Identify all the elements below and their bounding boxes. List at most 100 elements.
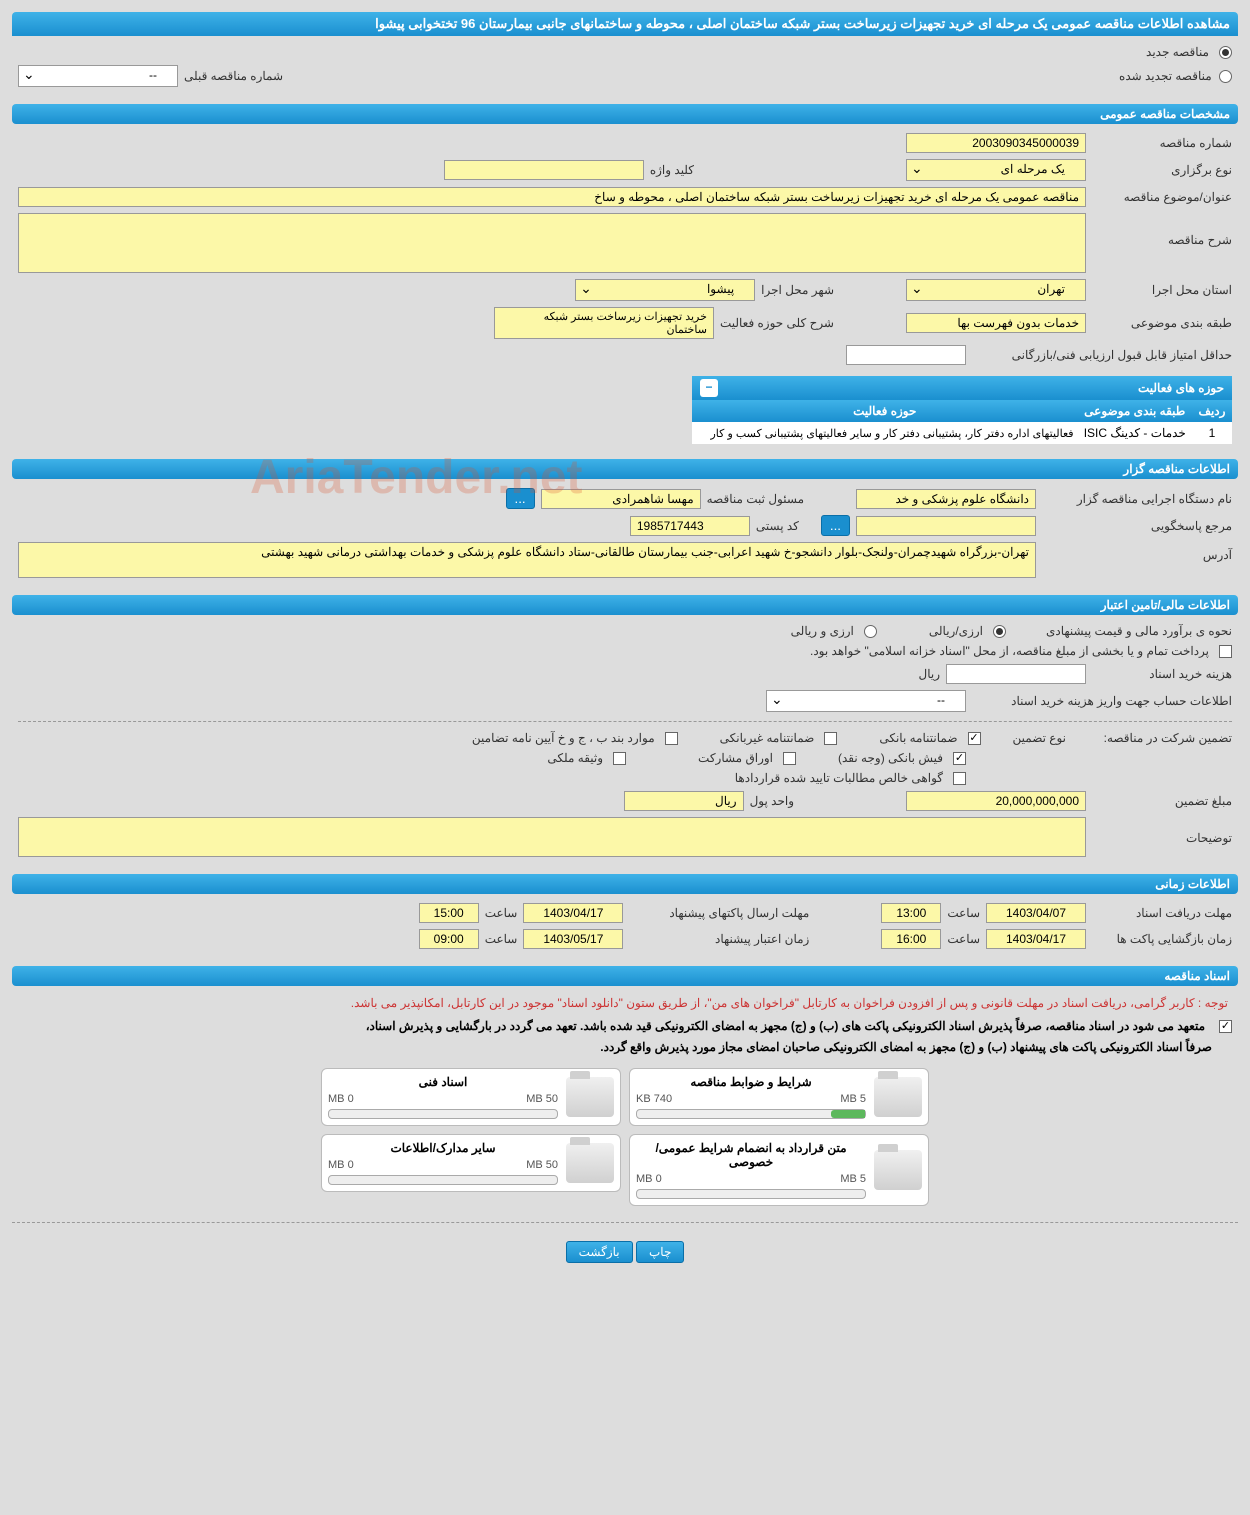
chk-receivables[interactable]: [953, 772, 966, 785]
more-button[interactable]: ...: [506, 488, 535, 509]
label-renewed-tender: مناقصه تجدید شده: [1119, 69, 1212, 83]
label-time4: ساعت: [485, 932, 518, 946]
field-receive-time: 13:00: [881, 903, 941, 923]
field-min-score[interactable]: [846, 345, 966, 365]
back-button[interactable]: بازگشت: [566, 1241, 633, 1263]
radio-new-tender[interactable]: [1219, 46, 1232, 59]
label-currency-unit: واحد پول: [750, 794, 794, 808]
field-doc-cost[interactable]: [946, 664, 1086, 684]
label-currency-opt: ارزی و ریالی: [791, 624, 854, 638]
file-box[interactable]: متن قرارداد به انضمام شرایط عمومی/خصوصی …: [629, 1134, 929, 1206]
activity-panel-title: حوزه های فعالیت: [1138, 381, 1224, 395]
field-address: تهران-بزرگراه شهیدچمران-ولنجک-بلوار دانش…: [18, 542, 1036, 578]
field-validity-time: 09:00: [419, 929, 479, 949]
field-postal: 1985717443: [630, 516, 750, 536]
field-receive-date: 1403/04/07: [986, 903, 1086, 923]
label-rial-suffix: ریال: [918, 667, 940, 681]
label-clauses: موارد بند ب ، ج و خ آیین نامه تضامین: [472, 731, 655, 745]
field-subject[interactable]: مناقصه عمومی یک مرحله ای خرید تجهیزات زی…: [18, 187, 1086, 207]
field-activity-scope: خرید تجهیزات زیرساخت بستر شبکه ساختمان: [494, 307, 714, 339]
section-general: مشخصات مناقصه عمومی: [12, 104, 1238, 124]
label-province: استان محل اجرا: [1092, 283, 1232, 297]
dropdown-province[interactable]: تهران: [906, 279, 1086, 301]
radio-currency[interactable]: [864, 625, 877, 638]
label-rial-opt: ارزی/ریالی: [929, 624, 983, 638]
label-min-score: حداقل امتیاز قابل قبول ارزیابی فنی/بازرگ…: [972, 348, 1232, 362]
file-box[interactable]: اسناد فنی 50 MB0 MB: [321, 1068, 621, 1126]
label-guarantee-type: نوع تضمین: [1013, 731, 1066, 745]
label-agency: نام دستگاه اجرایی مناقصه گزار: [1042, 492, 1232, 506]
dropdown-prev-number[interactable]: --: [18, 65, 178, 87]
file-used: 0 MB: [636, 1173, 662, 1185]
folder-icon: [874, 1150, 922, 1190]
label-new-tender: مناقصه جدید: [1146, 45, 1209, 59]
note-red: توجه : کاربر گرامی، دریافت اسناد در مهلت…: [18, 992, 1232, 1014]
label-tender-number: شماره مناقصه: [1092, 136, 1232, 150]
file-used: 0 MB: [328, 1159, 354, 1171]
field-category: خدمات بدون فهرست بها: [906, 313, 1086, 333]
field-currency-unit: ریال: [624, 791, 744, 811]
file-progress: [328, 1175, 558, 1185]
field-keyword[interactable]: [444, 160, 644, 180]
file-total: 50 MB: [526, 1159, 558, 1171]
activity-table: ردیف طبقه بندی موضوعی حوزه فعالیت 1 خدما…: [692, 400, 1232, 445]
textarea-notes[interactable]: [18, 817, 1086, 857]
chk-clauses[interactable]: [665, 732, 678, 745]
label-postal: کد پستی: [756, 519, 799, 533]
chk-cash[interactable]: [953, 752, 966, 765]
file-box[interactable]: سایر مدارک/اطلاعات 50 MB0 MB: [321, 1134, 621, 1192]
chk-property[interactable]: [613, 752, 626, 765]
label-property: وثیقه ملکی: [547, 751, 603, 765]
label-responder: مرجع پاسخگویی: [1042, 519, 1232, 533]
file-title: شرایط و ضوابط مناقصه: [636, 1075, 866, 1089]
section-docs: اسناد مناقصه: [12, 966, 1238, 986]
label-notes: توضیحات: [1092, 817, 1232, 845]
file-progress: [636, 1189, 866, 1199]
field-responder[interactable]: [856, 516, 1036, 536]
label-validity: زمان اعتبار پیشنهاد: [629, 932, 809, 946]
dropdown-hold-type[interactable]: یک مرحله ای: [906, 159, 1086, 181]
file-total: 5 MB: [840, 1093, 866, 1105]
label-estimate-method: نحوه ی برآورد مالی و قیمت پیشنهادی: [1012, 624, 1232, 638]
responder-more-button[interactable]: ...: [821, 515, 850, 536]
chk-commit[interactable]: [1219, 1020, 1232, 1033]
label-address: آدرس: [1042, 542, 1232, 562]
chk-treasury[interactable]: [1219, 645, 1232, 658]
label-guarantee-amount: مبلغ تضمین: [1092, 794, 1232, 808]
field-submit-time: 15:00: [419, 903, 479, 923]
page-title: مشاهده اطلاعات مناقصه عمومی یک مرحله ای …: [12, 12, 1238, 36]
label-description: شرح مناقصه: [1092, 213, 1232, 247]
folder-icon: [566, 1143, 614, 1183]
radio-rial[interactable]: [993, 625, 1006, 638]
field-validity-date: 1403/05/17: [523, 929, 623, 949]
cell-idx: 1: [1192, 422, 1232, 445]
collapse-button[interactable]: −: [700, 379, 718, 397]
file-box[interactable]: شرایط و ضوابط مناقصه 5 MB740 KB: [629, 1068, 929, 1126]
field-reg-status: مهسا شاهمرادی: [541, 489, 701, 509]
table-row: 1 خدمات - کدینگ ISIC فعالیتهای اداره دفت…: [692, 422, 1232, 445]
activity-panel-header: حوزه های فعالیت −: [692, 376, 1232, 400]
chk-bank-guarantee[interactable]: [968, 732, 981, 745]
note-black2: صرفاً اسناد الکترونیکی پاکت های پیشنهاد …: [18, 1038, 1232, 1056]
label-receive-deadline: مهلت دریافت اسناد: [1092, 906, 1232, 920]
print-button[interactable]: چاپ: [636, 1241, 684, 1263]
dropdown-city[interactable]: پیشوا: [575, 279, 755, 301]
field-tender-number: 2003090345000039: [906, 133, 1086, 153]
label-category: طبقه بندی موضوعی: [1092, 316, 1232, 330]
label-bank-guarantee: ضمانتنامه بانکی: [879, 731, 957, 745]
label-cash: فیش بانکی (وجه نقد): [838, 751, 943, 765]
textarea-description[interactable]: [18, 213, 1086, 273]
radio-renewed-tender[interactable]: [1219, 70, 1232, 83]
folder-icon: [874, 1077, 922, 1117]
chk-nonbank-guarantee[interactable]: [824, 732, 837, 745]
dropdown-account[interactable]: --: [766, 690, 966, 712]
section-timing: اطلاعات زمانی: [12, 874, 1238, 894]
file-progress: [636, 1109, 866, 1119]
cell-area: فعالیتهای اداره دفتر کار، پشتیبانی دفتر …: [692, 422, 1078, 445]
chk-bonds[interactable]: [783, 752, 796, 765]
label-prev-number: شماره مناقصه قبلی: [184, 69, 283, 83]
field-opening-time: 16:00: [881, 929, 941, 949]
label-city: شهر محل اجرا: [761, 283, 834, 297]
label-time3: ساعت: [947, 932, 980, 946]
label-submit-deadline: مهلت ارسال پاکتهای پیشنهاد: [629, 906, 809, 920]
